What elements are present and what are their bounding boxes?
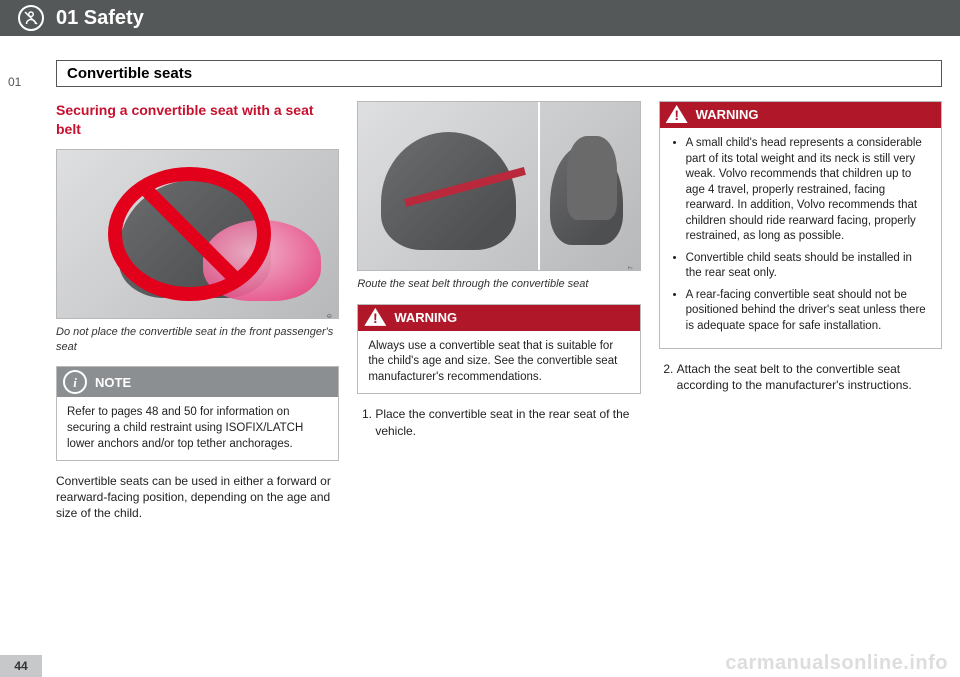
illustration-no-front-seat: G019800 [56, 149, 339, 319]
warning-header: ! WARNING [660, 102, 941, 128]
step-list: Attach the seat belt to the convertible … [659, 361, 942, 393]
warning-title: WARNING [394, 309, 457, 327]
chapter-header: 01 Safety [0, 0, 960, 36]
manual-page: 01 Safety 01 Convertible seats Securing … [0, 0, 960, 677]
warning-header: ! WARNING [358, 305, 639, 331]
column-1: Securing a convertible seat with a seat … [56, 101, 339, 532]
column-2: G020947 Route the seat belt through the … [357, 101, 640, 532]
warning-callout: ! WARNING A small child's head represent… [659, 101, 942, 349]
warning-icon: ! [364, 308, 386, 328]
warning-item: A small child's head represents a consid… [686, 136, 931, 245]
seatbelt-icon [18, 5, 44, 31]
image-code: G019800 [326, 314, 334, 319]
image-caption: Route the seat belt through the converti… [357, 277, 640, 292]
column-3: ! WARNING A small child's head represent… [659, 101, 942, 532]
chapter-number-margin: 01 [8, 75, 21, 89]
step-1: Place the convertible seat in the rear s… [375, 406, 640, 438]
warning-body: A small child's head represents a consid… [660, 128, 941, 348]
watermark: carmanualsonline.info [725, 652, 948, 675]
section-title: Convertible seats [56, 60, 942, 87]
note-callout: i NOTE Refer to pages 48 and 50 for info… [56, 366, 339, 461]
warning-item: A rear-facing convertible seat should no… [686, 288, 931, 335]
info-icon: i [63, 370, 87, 394]
illustration-route-belt: G020947 [357, 101, 640, 271]
chapter-title: 01 Safety [56, 7, 144, 30]
image-caption: Do not place the convertible seat in the… [56, 325, 339, 355]
warning-callout: ! WARNING Always use a convertible seat … [357, 304, 640, 395]
step-list: Place the convertible seat in the rear s… [357, 406, 640, 438]
note-header: i NOTE [57, 367, 338, 397]
body-paragraph: Convertible seats can be used in either … [56, 473, 339, 522]
step-2: Attach the seat belt to the convertible … [677, 361, 942, 393]
warning-icon: ! [666, 105, 688, 125]
content-columns: Securing a convertible seat with a seat … [0, 87, 960, 532]
warning-title: WARNING [696, 106, 759, 124]
note-title: NOTE [95, 374, 131, 392]
page-number: 44 [0, 655, 42, 677]
warning-body: Always use a convertible seat that is su… [358, 331, 639, 394]
subheading: Securing a convertible seat with a seat … [56, 101, 339, 139]
warning-item: Convertible child seats should be instal… [686, 251, 931, 282]
image-code: G020947 [628, 266, 636, 271]
note-body: Refer to pages 48 and 50 for information… [57, 397, 338, 460]
